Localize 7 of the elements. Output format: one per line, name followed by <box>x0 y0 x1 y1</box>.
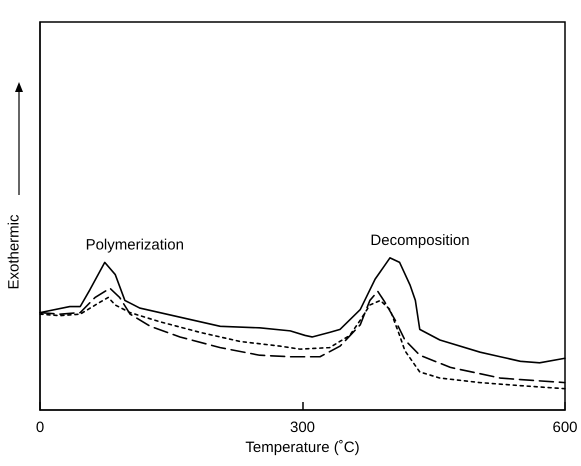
x-tick-label: 300 <box>290 419 316 436</box>
x-axis-title: Temperature (˚C) <box>245 439 360 456</box>
annotation: Decomposition <box>370 232 470 249</box>
x-tick-label: 600 <box>552 419 578 436</box>
y-axis-title: Exothermic <box>6 214 22 290</box>
annotation: Polymerization <box>86 236 184 254</box>
x-tick-label: 0 <box>36 419 44 436</box>
